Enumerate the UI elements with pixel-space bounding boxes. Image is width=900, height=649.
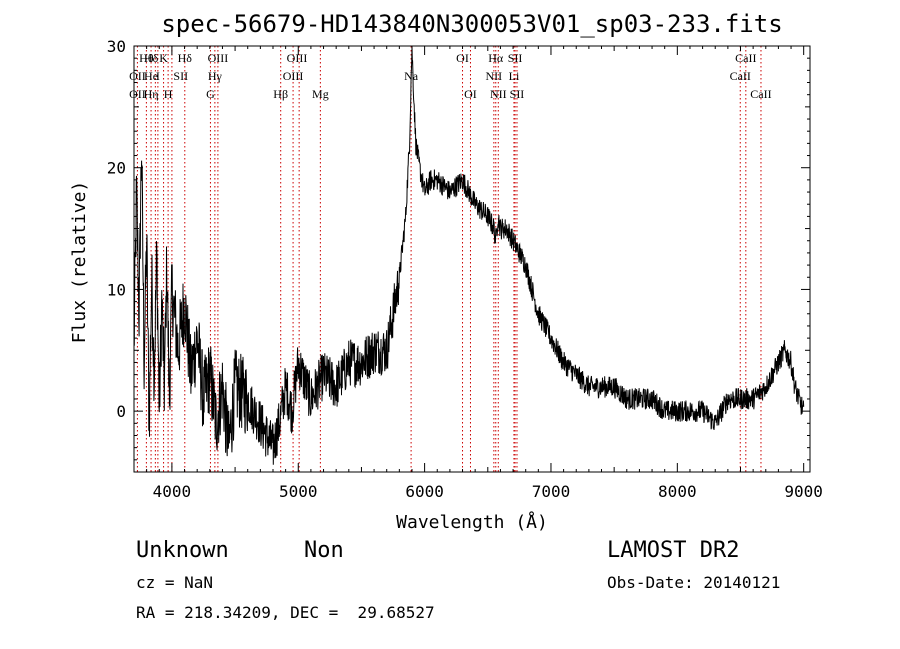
spectrum-line (133, 45, 805, 465)
line-label: CaII (750, 87, 771, 101)
y-tick-label: 10 (107, 280, 126, 299)
x-tick-label: 8000 (658, 482, 697, 501)
line-label: CaII (730, 69, 751, 83)
line-label: NII (490, 87, 507, 101)
coords-value: RA = 218.34209, DEC = 29.68527 (136, 603, 435, 622)
x-tick-label: 7000 (532, 482, 571, 501)
line-label: G (206, 87, 215, 101)
obs-date: Obs-Date: 20140121 (607, 573, 781, 592)
line-label: SII (510, 87, 525, 101)
axes-group: 4000 5000 6000 7000 8000 9000 0 10 20 30 (107, 37, 823, 501)
line-label: Hδ (178, 51, 193, 65)
y-tick-label: 20 (107, 159, 126, 178)
x-tick-label: 6000 (405, 482, 444, 501)
x-axis-label: Wavelength (Å) (396, 511, 548, 533)
line-label: OIII (208, 51, 229, 65)
x-tick-label: 4000 (153, 482, 192, 501)
line-label: SII (173, 69, 188, 83)
line-label: OII (129, 69, 146, 83)
line-label: Hη (144, 87, 159, 101)
line-label: CaII (735, 51, 756, 65)
line-label: Hγ (208, 69, 223, 83)
line-label: SII (508, 51, 523, 65)
y-tick-label: 30 (107, 37, 126, 56)
line-label: He (144, 69, 158, 83)
cz-value: cz = NaN (136, 573, 214, 592)
line-label: Hα (488, 51, 504, 65)
line-label: OI (464, 87, 477, 101)
class-label: Unknown (136, 538, 229, 563)
line-label: NII (486, 69, 503, 83)
line-label: OIII (287, 51, 308, 65)
survey-label: LAMOST DR2 (607, 538, 740, 563)
x-tick-label: 5000 (279, 482, 318, 501)
line-label: H (164, 87, 173, 101)
y-tick-label: 0 (116, 402, 126, 421)
line-label: Mg (312, 87, 329, 101)
line-label: OI (456, 51, 469, 65)
line-label: K (159, 51, 168, 65)
line-label: Hθ (139, 51, 154, 65)
line-label: OII (129, 87, 146, 101)
plot-frame (133, 45, 811, 473)
line-label: Hβ (273, 87, 288, 101)
spectrum-series-group (133, 45, 805, 465)
x-tick-label: 9000 (784, 482, 823, 501)
line-label: OIII (283, 69, 304, 83)
line-markers-group (136, 46, 762, 472)
line-label: Hδ (144, 51, 159, 65)
subclass-label: Non (304, 538, 344, 563)
y-axis-label: Flux (relative) (69, 181, 90, 344)
chart-title: spec-56679-HD143840N300053V01_sp03-233.f… (161, 10, 782, 38)
line-label: I (156, 69, 160, 83)
line-label: Li (509, 69, 520, 83)
